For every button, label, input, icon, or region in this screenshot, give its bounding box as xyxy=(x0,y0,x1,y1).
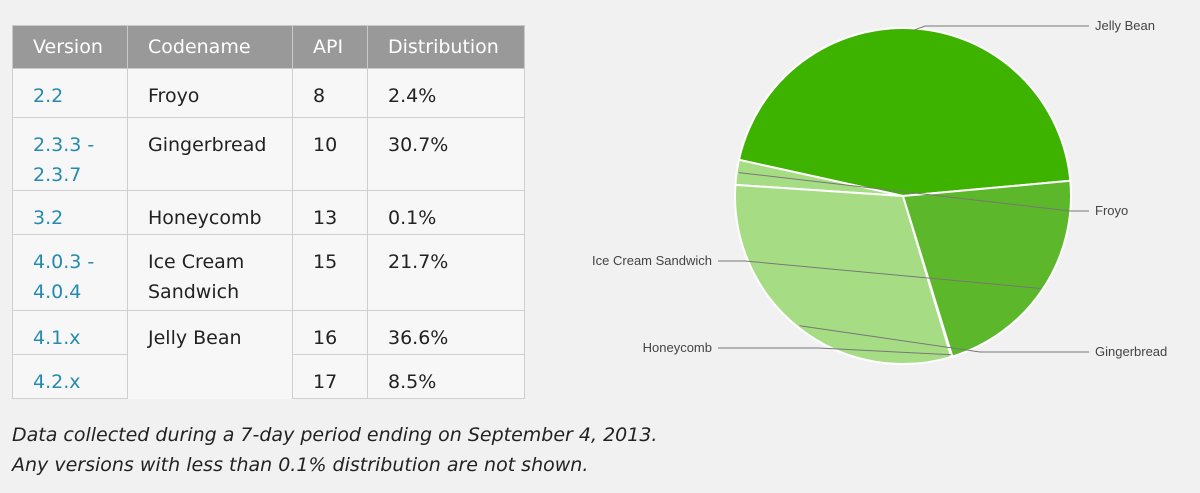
pie-label-gingerbread: Gingerbread xyxy=(1095,344,1167,359)
pie-label-jelly-bean: Jelly Bean xyxy=(1095,18,1155,33)
distribution-cell: 2.4% xyxy=(367,68,525,118)
pie-labels: Jelly Bean Froyo Gingerbread Honeycomb Ice C… xyxy=(592,18,1167,359)
codename-cell: Gingerbread xyxy=(127,117,293,191)
header-api: API xyxy=(292,25,368,69)
distribution-cell: 21.7% xyxy=(367,234,525,311)
footnote-line: Data collected during a 7-day period end… xyxy=(12,424,658,446)
leader-line xyxy=(738,172,1089,212)
codename-cell: Ice Cream Sandwich xyxy=(127,234,293,311)
leader-line xyxy=(913,25,1089,31)
api-cell: 10 xyxy=(292,117,368,191)
codename-cell: Jelly Bean xyxy=(127,310,293,399)
pie-label-honeycomb: Honeycomb xyxy=(643,340,712,355)
pie-chart: Jelly Bean Froyo Gingerbread Honeycomb Ice C… xyxy=(592,18,1167,365)
version-link[interactable]: 3.2 xyxy=(12,190,128,235)
distribution-cell: 30.7% xyxy=(367,117,525,191)
table-header-row: Version Codename API Distribution xyxy=(12,25,525,69)
version-link[interactable]: 4.2.x xyxy=(12,354,128,399)
api-cell: 13 xyxy=(292,190,368,235)
version-link[interactable]: 2.3.3 - 2.3.7 xyxy=(12,117,128,191)
table-row: 2.3.3 - 2.3.7 Gingerbread 10 30.7% xyxy=(12,117,525,191)
api-cell: 8 xyxy=(292,68,368,118)
header-distribution: Distribution xyxy=(367,25,525,69)
leader-line xyxy=(718,347,952,356)
table-row: 4.2.x 17 8.5% xyxy=(12,354,525,399)
footnote-line: Any versions with less than 0.1% distrib… xyxy=(12,454,589,476)
distribution-cell: 0.1% xyxy=(367,190,525,235)
table-row: 4.1.x Jelly Bean 16 36.6% xyxy=(12,310,525,399)
distribution-cell: 8.5% xyxy=(367,354,525,399)
api-cell: 15 xyxy=(292,234,368,311)
distribution-cell: 36.6% xyxy=(367,310,525,355)
api-cell: 17 xyxy=(292,354,368,399)
header-codename: Codename xyxy=(127,25,293,69)
leader-line xyxy=(718,260,1041,289)
pie-slice-ice-cream-sandwich xyxy=(901,179,1072,358)
distribution-table: Version Codename API Distribution 2.2 Fr… xyxy=(12,25,525,399)
codename-cell: Froyo xyxy=(127,68,293,118)
pie-label-ice-cream-sandwich: Ice Cream Sandwich xyxy=(592,253,712,268)
pie-slice-jelly-bean xyxy=(737,27,1072,198)
table-row: 4.0.3 - 4.0.4 Ice Cream Sandwich 15 21.7… xyxy=(12,234,525,311)
pie-label-froyo: Froyo xyxy=(1095,203,1128,218)
version-link[interactable]: 2.2 xyxy=(12,68,128,118)
leader-line xyxy=(799,325,1089,353)
version-link[interactable]: 4.1.x xyxy=(12,310,128,355)
version-link[interactable]: 4.0.3 - 4.0.4 xyxy=(12,234,128,311)
table-row: 2.2 Froyo 8 2.4% xyxy=(12,68,525,118)
footnote: Data collected during a 7-day period end… xyxy=(12,420,657,480)
api-cell: 16 xyxy=(292,310,368,355)
header-version: Version xyxy=(12,25,128,69)
codename-cell: Honeycomb xyxy=(127,190,293,235)
pie-slices xyxy=(734,27,1072,365)
pie-slice-gingerbread xyxy=(734,183,953,365)
table-row: 3.2 Honeycomb 13 0.1% xyxy=(12,190,525,235)
